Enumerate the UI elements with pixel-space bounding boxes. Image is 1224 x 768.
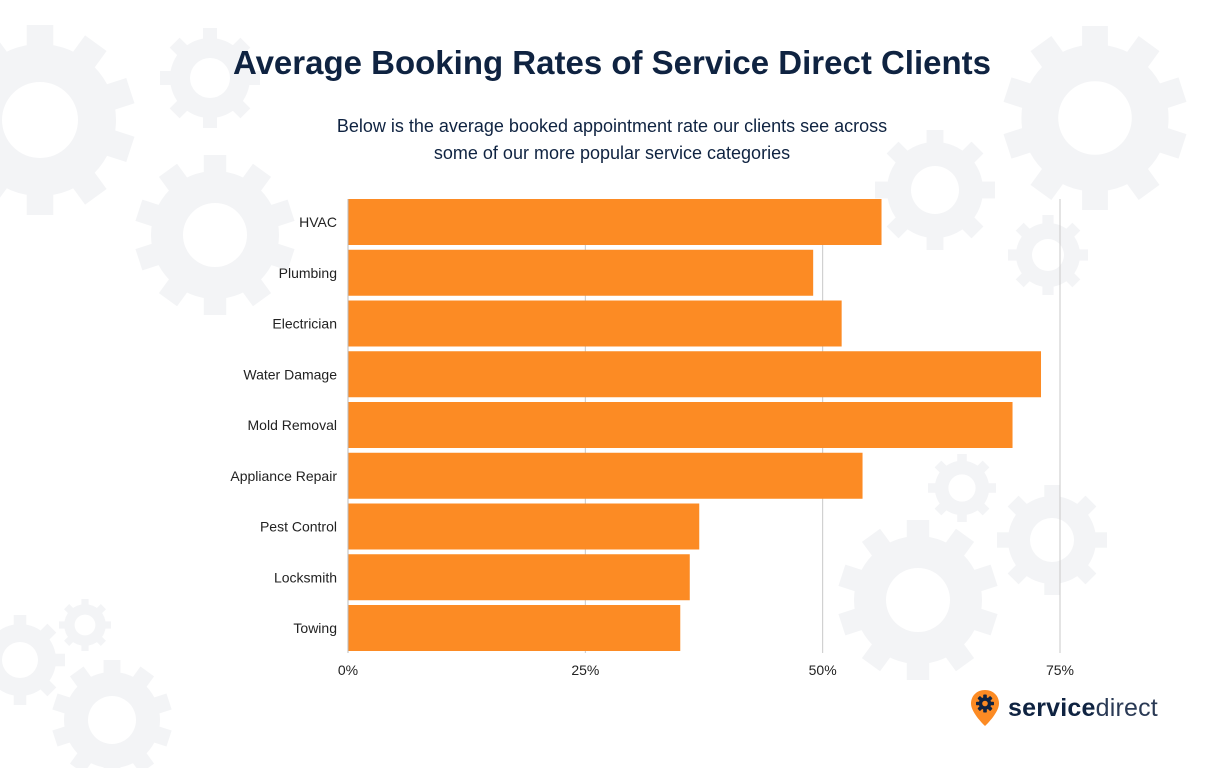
brand-name-bold: service	[1008, 693, 1096, 722]
brand-name: servicedirect	[1008, 694, 1158, 723]
bar	[348, 351, 1042, 398]
background-gear	[928, 454, 996, 522]
background-gear	[160, 28, 260, 128]
category-label: Water Damage	[243, 366, 337, 382]
category-label: Pest Control	[260, 519, 337, 535]
background-gear	[875, 130, 995, 250]
bar	[348, 199, 882, 245]
background-gear	[997, 485, 1107, 595]
bar	[348, 605, 681, 651]
subtitle-line-2: some of our more popular service categor…	[433, 143, 791, 163]
bar	[348, 249, 814, 296]
category-label: Appliance Repair	[230, 468, 337, 484]
category-label: Electrician	[272, 316, 337, 332]
category-label: Locksmith	[274, 569, 337, 585]
background-gear	[1003, 26, 1187, 210]
bar	[348, 503, 700, 550]
background-gear	[838, 520, 998, 680]
gear-pin-icon	[971, 690, 999, 726]
brand-logo: servicedirect	[970, 688, 1158, 728]
background-gear	[59, 599, 111, 651]
chart-title: Average Booking Rates of Service Direct …	[232, 44, 992, 81]
category-label: HVAC	[299, 214, 337, 230]
category-label: Plumbing	[279, 265, 337, 281]
chart-subtitle: Below is the average booked appointment …	[262, 113, 962, 167]
background-gear	[52, 660, 172, 768]
x-tick-label: 75%	[1046, 662, 1074, 678]
background-gear	[0, 25, 135, 215]
bar	[348, 554, 690, 601]
x-tick-label: 25%	[571, 662, 599, 678]
bar	[348, 402, 1013, 448]
bar	[348, 452, 863, 499]
background-gear	[135, 155, 295, 315]
brand-name-light: direct	[1095, 693, 1158, 722]
bar	[348, 300, 842, 347]
x-tick-label: 0%	[338, 662, 358, 678]
x-tick-label: 50%	[809, 662, 837, 678]
category-label: Mold Removal	[248, 417, 337, 433]
category-label: Towing	[293, 620, 337, 636]
subtitle-line-1: Below is the average booked appointment …	[336, 116, 888, 136]
background-gear	[0, 615, 65, 705]
background-gear	[1008, 215, 1088, 295]
